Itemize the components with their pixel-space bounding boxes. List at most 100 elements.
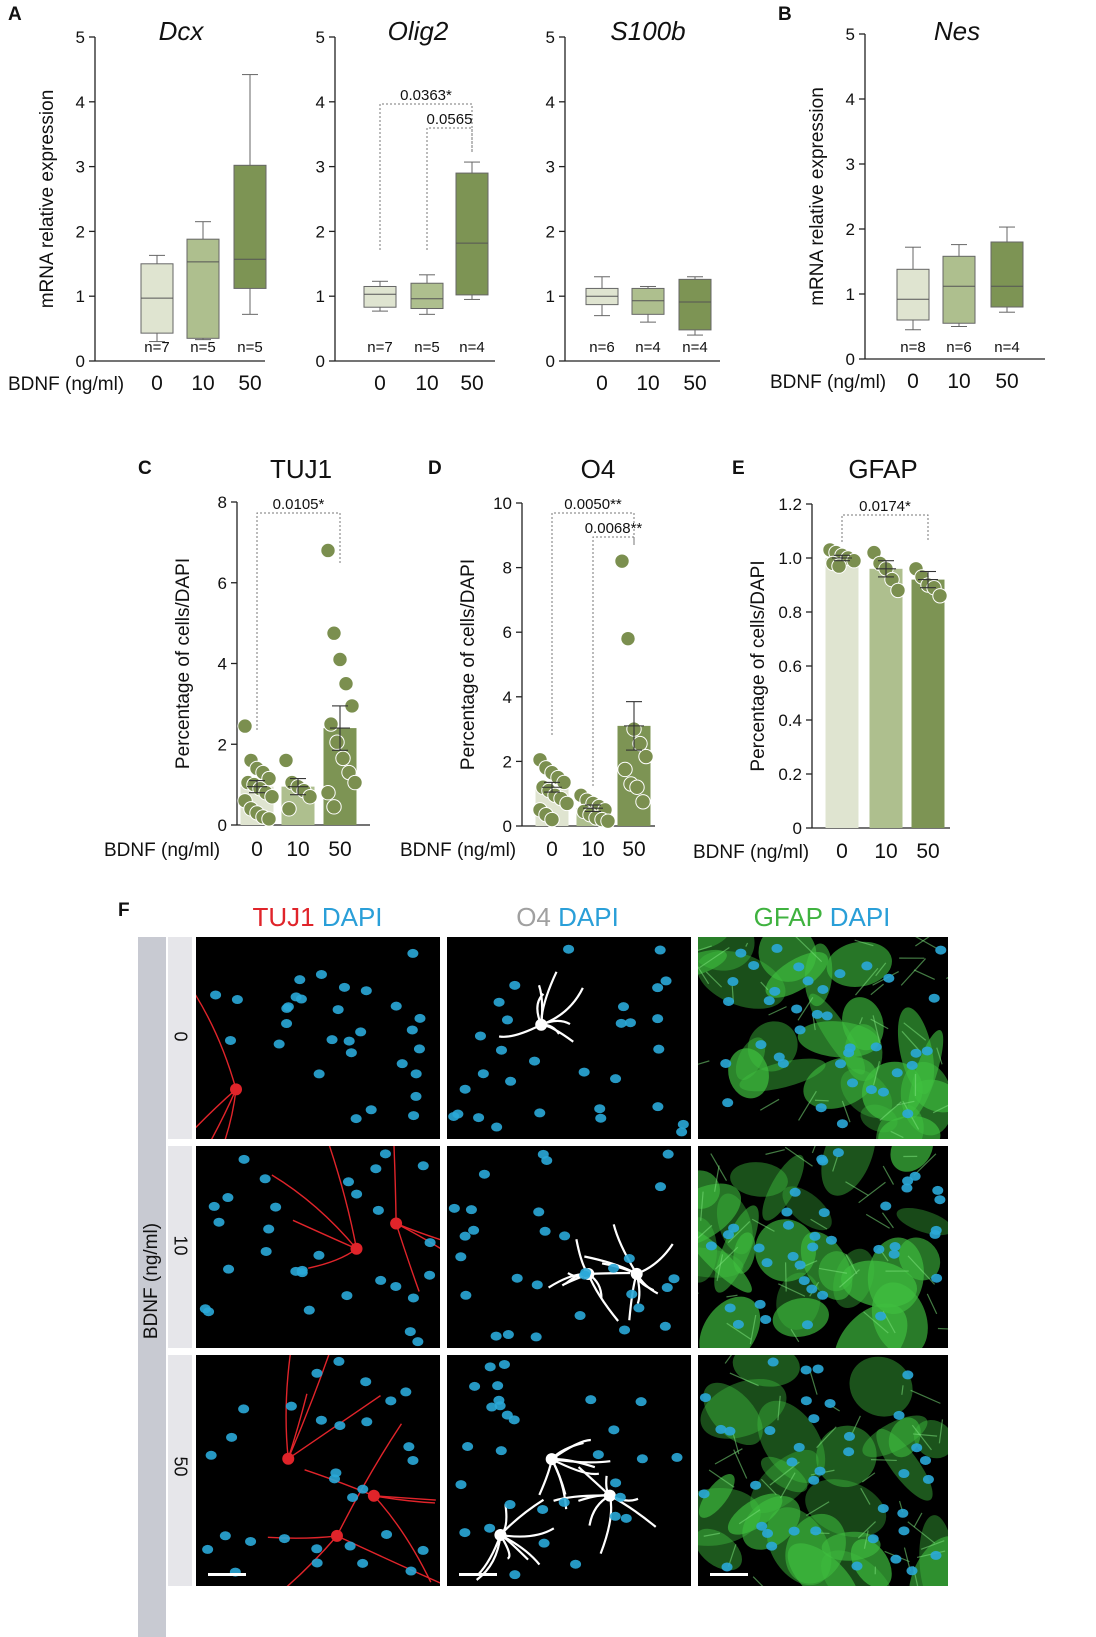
row-label-0: 0 — [170, 1031, 191, 1042]
dapi-nucleus — [343, 1036, 355, 1046]
y-tick-label: 2 — [546, 222, 555, 241]
gfap-fiber — [816, 1426, 837, 1449]
data-point — [617, 761, 633, 778]
dapi-nucleus — [902, 1370, 914, 1380]
box-10 — [631, 285, 665, 323]
scale-bar — [710, 1573, 748, 1576]
data-point — [831, 558, 847, 574]
dapi-nucleus — [311, 1368, 323, 1378]
dapi-nucleus — [538, 1538, 550, 1548]
y-tick-label: 8 — [218, 493, 227, 512]
astrocyte — [728, 1048, 769, 1099]
astrocyte — [890, 1146, 934, 1172]
gfap-fiber — [814, 1099, 829, 1102]
o4-label: O4 — [516, 902, 551, 932]
gfap-fiber — [901, 1385, 904, 1395]
gfap-fiber — [915, 937, 937, 949]
dapi-nucleus — [615, 1018, 627, 1028]
dapi-nucleus — [620, 1513, 632, 1523]
dapi-nucleus — [755, 1040, 767, 1050]
dapi-nucleus — [595, 1113, 607, 1123]
data-point — [264, 789, 280, 805]
dapi-nucleus — [764, 1426, 776, 1436]
gfap-label: GFAP — [753, 902, 823, 932]
dapi-nucleus — [817, 1156, 829, 1166]
cell-body — [282, 1452, 295, 1465]
data-point — [632, 735, 648, 752]
dapi-nucleus — [351, 1189, 363, 1199]
dapi-nucleus — [767, 1357, 779, 1367]
dapi-nucleus — [213, 1217, 225, 1227]
dapi-nucleus — [722, 1230, 734, 1240]
box-rect — [233, 164, 267, 289]
gfap-fiber — [733, 1449, 748, 1479]
dapi-nucleus — [877, 1503, 889, 1513]
dapi-nucleus — [379, 1149, 391, 1159]
dapi-nucleus — [491, 1122, 503, 1132]
gfap-fiber — [726, 1322, 752, 1340]
data-point — [329, 734, 345, 750]
bracket-line — [379, 103, 473, 250]
gfap-fiber — [745, 942, 749, 947]
gfap-fiber — [907, 1521, 936, 1544]
y-tick-label: 4 — [546, 93, 555, 112]
micrograph-image — [698, 937, 948, 1139]
y-tick-label: 0.2 — [778, 765, 802, 784]
cell-process — [196, 994, 237, 1090]
x-tick-label: 10 — [947, 370, 970, 393]
dapi-nucleus — [385, 1396, 397, 1406]
y-tick-label: 2 — [218, 735, 227, 754]
dapi-nucleus — [357, 1484, 369, 1494]
gfap-fiber — [900, 958, 926, 986]
gfap-fiber — [790, 1328, 800, 1343]
gfap-fiber — [857, 1521, 876, 1539]
dapi-nucleus — [724, 1303, 736, 1313]
panel-letter-c: C — [138, 458, 152, 479]
cell-process — [271, 1174, 358, 1250]
gfap-fiber — [784, 1262, 787, 1292]
panel-letter-d: D — [428, 458, 442, 479]
cell-body — [603, 1489, 616, 1502]
chart-title: GFAP — [848, 454, 917, 484]
dapi-nucleus — [898, 1469, 910, 1479]
dapi-nucleus — [793, 1442, 805, 1452]
dapi-nucleus — [559, 1231, 571, 1241]
dapi-nucleus — [413, 1044, 425, 1054]
dapi-nucleus — [407, 1293, 419, 1303]
dapi-nucleus — [360, 1377, 372, 1387]
dapi-nucleus — [633, 1303, 645, 1313]
data-point — [335, 750, 351, 767]
dapi-nucleus — [574, 1311, 586, 1321]
dapi-nucleus — [381, 1529, 393, 1539]
dapi-nucleus — [405, 1566, 417, 1576]
gfap-fiber — [932, 1104, 948, 1114]
dapi-nucleus — [608, 1263, 620, 1273]
gfap-fiber — [811, 1146, 816, 1154]
gfap-fiber — [784, 1146, 813, 1167]
dapi-nucleus — [208, 1201, 220, 1211]
dapi-nucleus — [350, 1114, 362, 1124]
data-point — [320, 542, 336, 559]
chart-title: Nes — [934, 16, 980, 46]
dapi-nucleus — [342, 1177, 354, 1187]
dapi-nucleus — [412, 1337, 424, 1347]
dapi-label: DAPI — [321, 902, 383, 932]
data-point — [629, 779, 645, 795]
y-tick-label: 4 — [846, 90, 855, 109]
dapi-nucleus — [873, 1244, 885, 1254]
dapi-nucleus — [465, 1205, 477, 1215]
y-tick-label: 1 — [846, 285, 855, 304]
dapi-nucleus — [469, 1381, 481, 1391]
significance-bracket: 0.0565 — [426, 111, 473, 250]
dapi-nucleus — [911, 1443, 923, 1453]
gfap-fiber — [859, 1017, 863, 1025]
dapi-nucleus — [333, 1356, 345, 1366]
dapi-nucleus — [502, 1330, 514, 1340]
gfap-fiber — [779, 1472, 796, 1499]
micrograph-image — [202, 1355, 440, 1586]
data-point — [544, 811, 560, 828]
dapi-nucleus — [260, 1246, 272, 1256]
dapi-nucleus — [259, 1174, 271, 1184]
astrocyte — [698, 1183, 742, 1248]
dapi-nucleus — [801, 1320, 813, 1330]
